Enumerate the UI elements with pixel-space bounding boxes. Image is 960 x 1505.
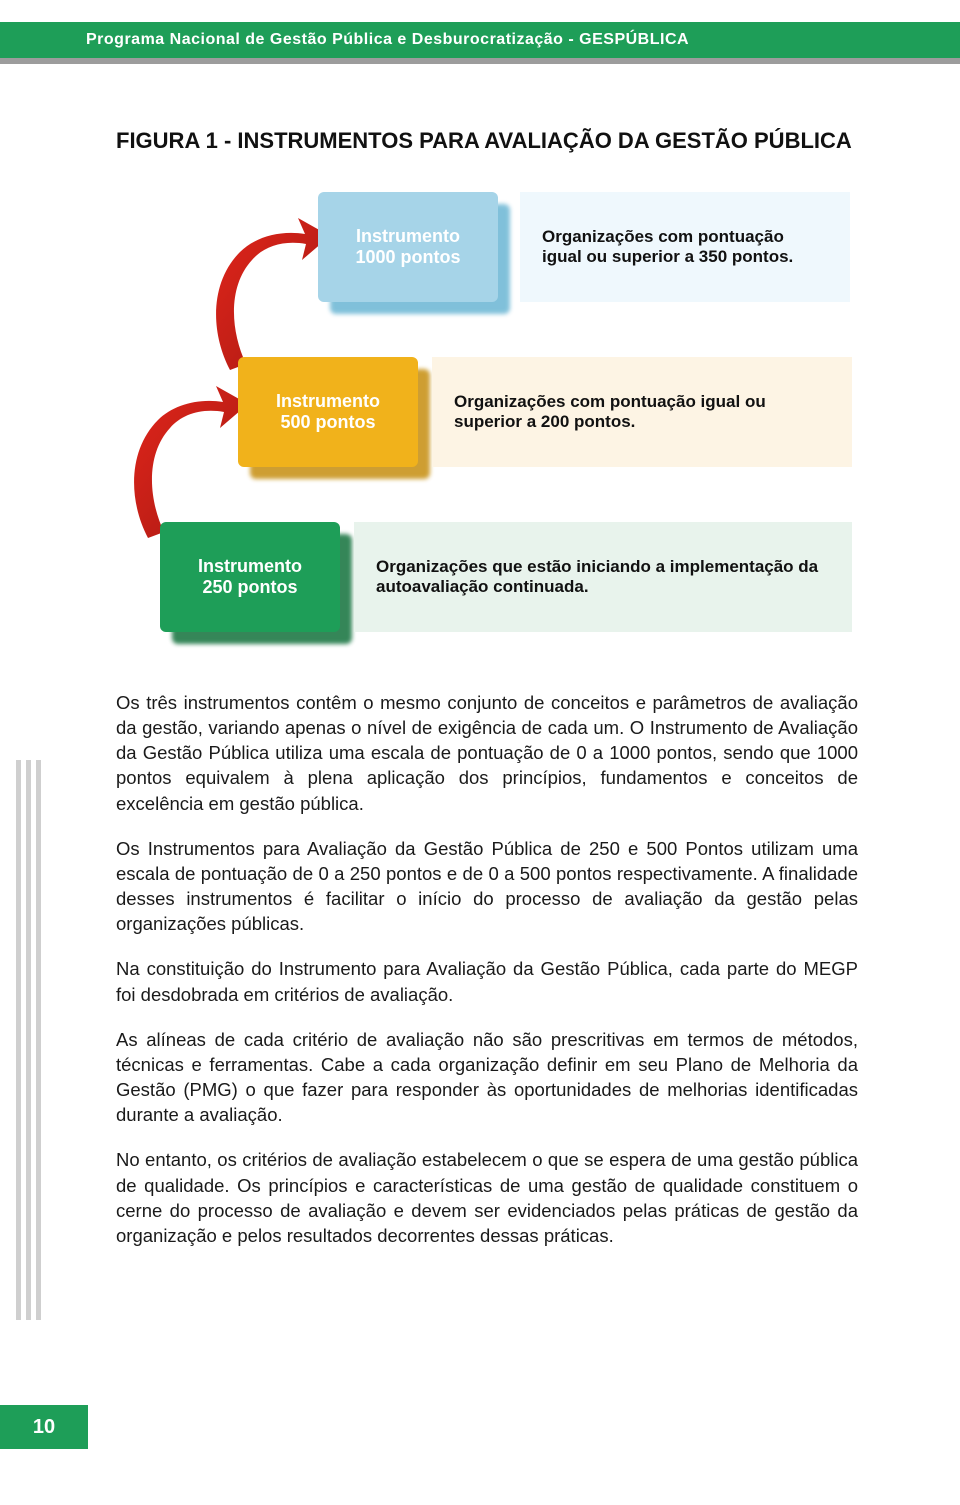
header-bar: Programa Nacional de Gestão Pública e De…: [0, 22, 960, 58]
diagram: Instrumento 1000 pontos Organizações com…: [120, 190, 860, 660]
page-number: 10: [33, 1416, 55, 1439]
diagram-row: Instrumento 1000 pontos Organizações com…: [120, 190, 860, 330]
paragraph: Os Instrumentos para Avaliação da Gestão…: [116, 836, 858, 937]
instrument-card-250: Instrumento 250 pontos: [160, 522, 340, 632]
body-text: Os três instrumentos contêm o mesmo conj…: [116, 690, 858, 1268]
paragraph: Os três instrumentos contêm o mesmo conj…: [116, 690, 858, 816]
instrument-desc-250: Organizações que estão iniciando a imple…: [354, 522, 852, 632]
card-line2: 250 pontos: [202, 577, 297, 598]
instrument-card-500: Instrumento 500 pontos: [238, 357, 418, 467]
card-line1: Instrumento: [198, 556, 302, 577]
diagram-row: Instrumento 250 pontos Organizações que …: [120, 520, 860, 660]
instrument-desc-500: Organizações com pontuação igual ou supe…: [432, 357, 852, 467]
instrument-card-1000: Instrumento 1000 pontos: [318, 192, 498, 302]
rail: [26, 760, 31, 1320]
rail: [36, 760, 41, 1320]
figure-title: FIGURA 1 - INSTRUMENTOS PARA AVALIAÇÃO D…: [116, 128, 852, 154]
header-title: Programa Nacional de Gestão Pública e De…: [86, 31, 689, 49]
instrument-desc-1000: Organizações com pontuação igual ou supe…: [520, 192, 850, 302]
card-line2: 1000 pontos: [355, 247, 460, 268]
card-line1: Instrumento: [356, 226, 460, 247]
card-line1: Instrumento: [276, 391, 380, 412]
card-line2: 500 pontos: [280, 412, 375, 433]
desc-text: Organizações que estão iniciando a imple…: [376, 557, 830, 597]
left-rails: [0, 760, 40, 1320]
paragraph: Na constituição do Instrumento para Aval…: [116, 956, 858, 1006]
paragraph: As alíneas de cada critério de avaliação…: [116, 1027, 858, 1128]
diagram-row: Instrumento 500 pontos Organizações com …: [120, 355, 860, 495]
page-number-badge: 10: [0, 1405, 88, 1449]
desc-text: Organizações com pontuação igual ou supe…: [454, 392, 830, 432]
desc-text: Organizações com pontuação igual ou supe…: [542, 227, 828, 267]
paragraph: No entanto, os critérios de avaliação es…: [116, 1147, 858, 1248]
rail: [16, 760, 21, 1320]
header-underline: [0, 58, 960, 64]
